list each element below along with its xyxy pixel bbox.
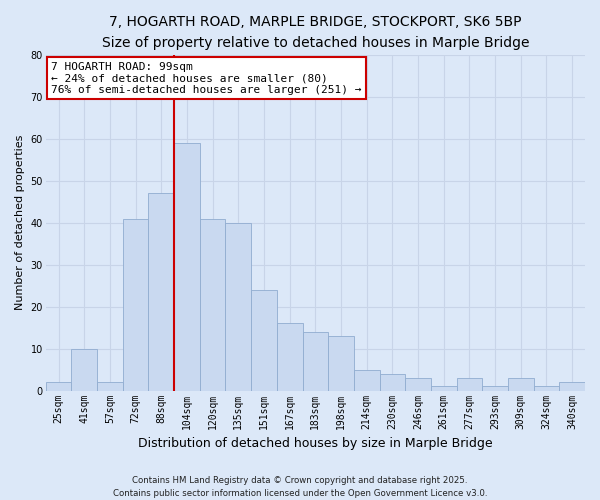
- Bar: [200, 218, 226, 390]
- Bar: [148, 194, 174, 390]
- Bar: [482, 386, 508, 390]
- Bar: [533, 386, 559, 390]
- Bar: [174, 143, 200, 390]
- Y-axis label: Number of detached properties: Number of detached properties: [15, 135, 25, 310]
- Bar: [302, 332, 328, 390]
- Bar: [277, 324, 302, 390]
- Bar: [457, 378, 482, 390]
- Bar: [123, 218, 148, 390]
- Bar: [328, 336, 354, 390]
- Bar: [508, 378, 533, 390]
- X-axis label: Distribution of detached houses by size in Marple Bridge: Distribution of detached houses by size …: [138, 437, 493, 450]
- Title: 7, HOGARTH ROAD, MARPLE BRIDGE, STOCKPORT, SK6 5BP
Size of property relative to : 7, HOGARTH ROAD, MARPLE BRIDGE, STOCKPOR…: [101, 15, 529, 50]
- Bar: [226, 223, 251, 390]
- Bar: [97, 382, 123, 390]
- Text: 7 HOGARTH ROAD: 99sqm
← 24% of detached houses are smaller (80)
76% of semi-deta: 7 HOGARTH ROAD: 99sqm ← 24% of detached …: [51, 62, 362, 95]
- Bar: [354, 370, 380, 390]
- Bar: [431, 386, 457, 390]
- Bar: [71, 348, 97, 391]
- Bar: [251, 290, 277, 390]
- Bar: [405, 378, 431, 390]
- Bar: [559, 382, 585, 390]
- Bar: [380, 374, 405, 390]
- Text: Contains HM Land Registry data © Crown copyright and database right 2025.
Contai: Contains HM Land Registry data © Crown c…: [113, 476, 487, 498]
- Bar: [46, 382, 71, 390]
